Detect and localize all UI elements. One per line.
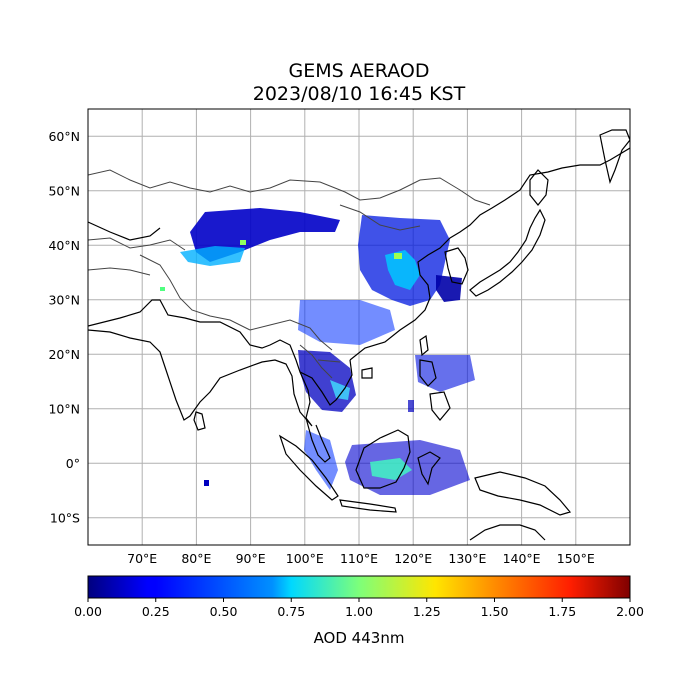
map-title-line2: 2023/08/10 16:45 KST: [252, 83, 466, 105]
colorbar-label: AOD 443nm: [313, 629, 405, 647]
map-title-line1: GEMS AERAOD: [288, 60, 430, 82]
lat-tick-label: 0°: [66, 456, 80, 471]
lon-tick-label: 80°E: [181, 551, 211, 566]
colorbar-tick-label: 1.75: [548, 604, 576, 619]
colorbar-tick-label: 2.00: [616, 604, 644, 619]
map-frame: [87, 108, 631, 546]
lat-tick-label: 10°S: [50, 510, 80, 525]
lat-tick-label: 50°N: [48, 183, 80, 198]
lon-tick-label: 140°E: [503, 551, 541, 566]
colorbar-tick-label: 1.00: [345, 604, 373, 619]
coastlines: [88, 129, 630, 541]
lat-tick-label: 10°N: [48, 401, 80, 416]
colorbar-tick-label: 0.75: [277, 604, 305, 619]
lon-tick-label: 90°E: [236, 551, 266, 566]
colorbar-tick-label: 0.50: [210, 604, 238, 619]
lat-tick-label: 40°N: [48, 238, 80, 253]
aod-data-overlay: [160, 208, 475, 495]
longitude-tick-labels: 70°E 80°E 90°E 100°E 110°E 120°E 130°E 140°E 150…: [127, 551, 595, 566]
lon-tick-label: 110°E: [340, 551, 378, 566]
lat-tick-label: 30°N: [48, 292, 80, 307]
colorbar-tick-label: 0.00: [74, 604, 102, 619]
country-borders: [88, 169, 491, 379]
colorbar-tick-label: 0.25: [142, 604, 170, 619]
lon-tick-label: 70°E: [127, 551, 157, 566]
lon-tick-label: 120°E: [394, 551, 432, 566]
lon-tick-label: 150°E: [557, 551, 595, 566]
colorbar-tick-label: 1.50: [481, 604, 509, 619]
lon-tick-label: 130°E: [448, 551, 486, 566]
lon-tick-label: 100°E: [286, 551, 324, 566]
colorbar: [87, 575, 631, 599]
lat-tick-label: 60°N: [48, 129, 80, 144]
colorbar-tick-labels: 0.00 0.25 0.50 0.75 1.00 1.25 1.50 1.75 2.00: [74, 598, 644, 619]
lat-tick-label: 20°N: [48, 347, 80, 362]
latitude-tick-labels: 60°N 50°N 40°N 30°N 20°N 10°N 0° 10°S: [48, 129, 80, 526]
colorbar-tick-label: 1.25: [413, 604, 441, 619]
